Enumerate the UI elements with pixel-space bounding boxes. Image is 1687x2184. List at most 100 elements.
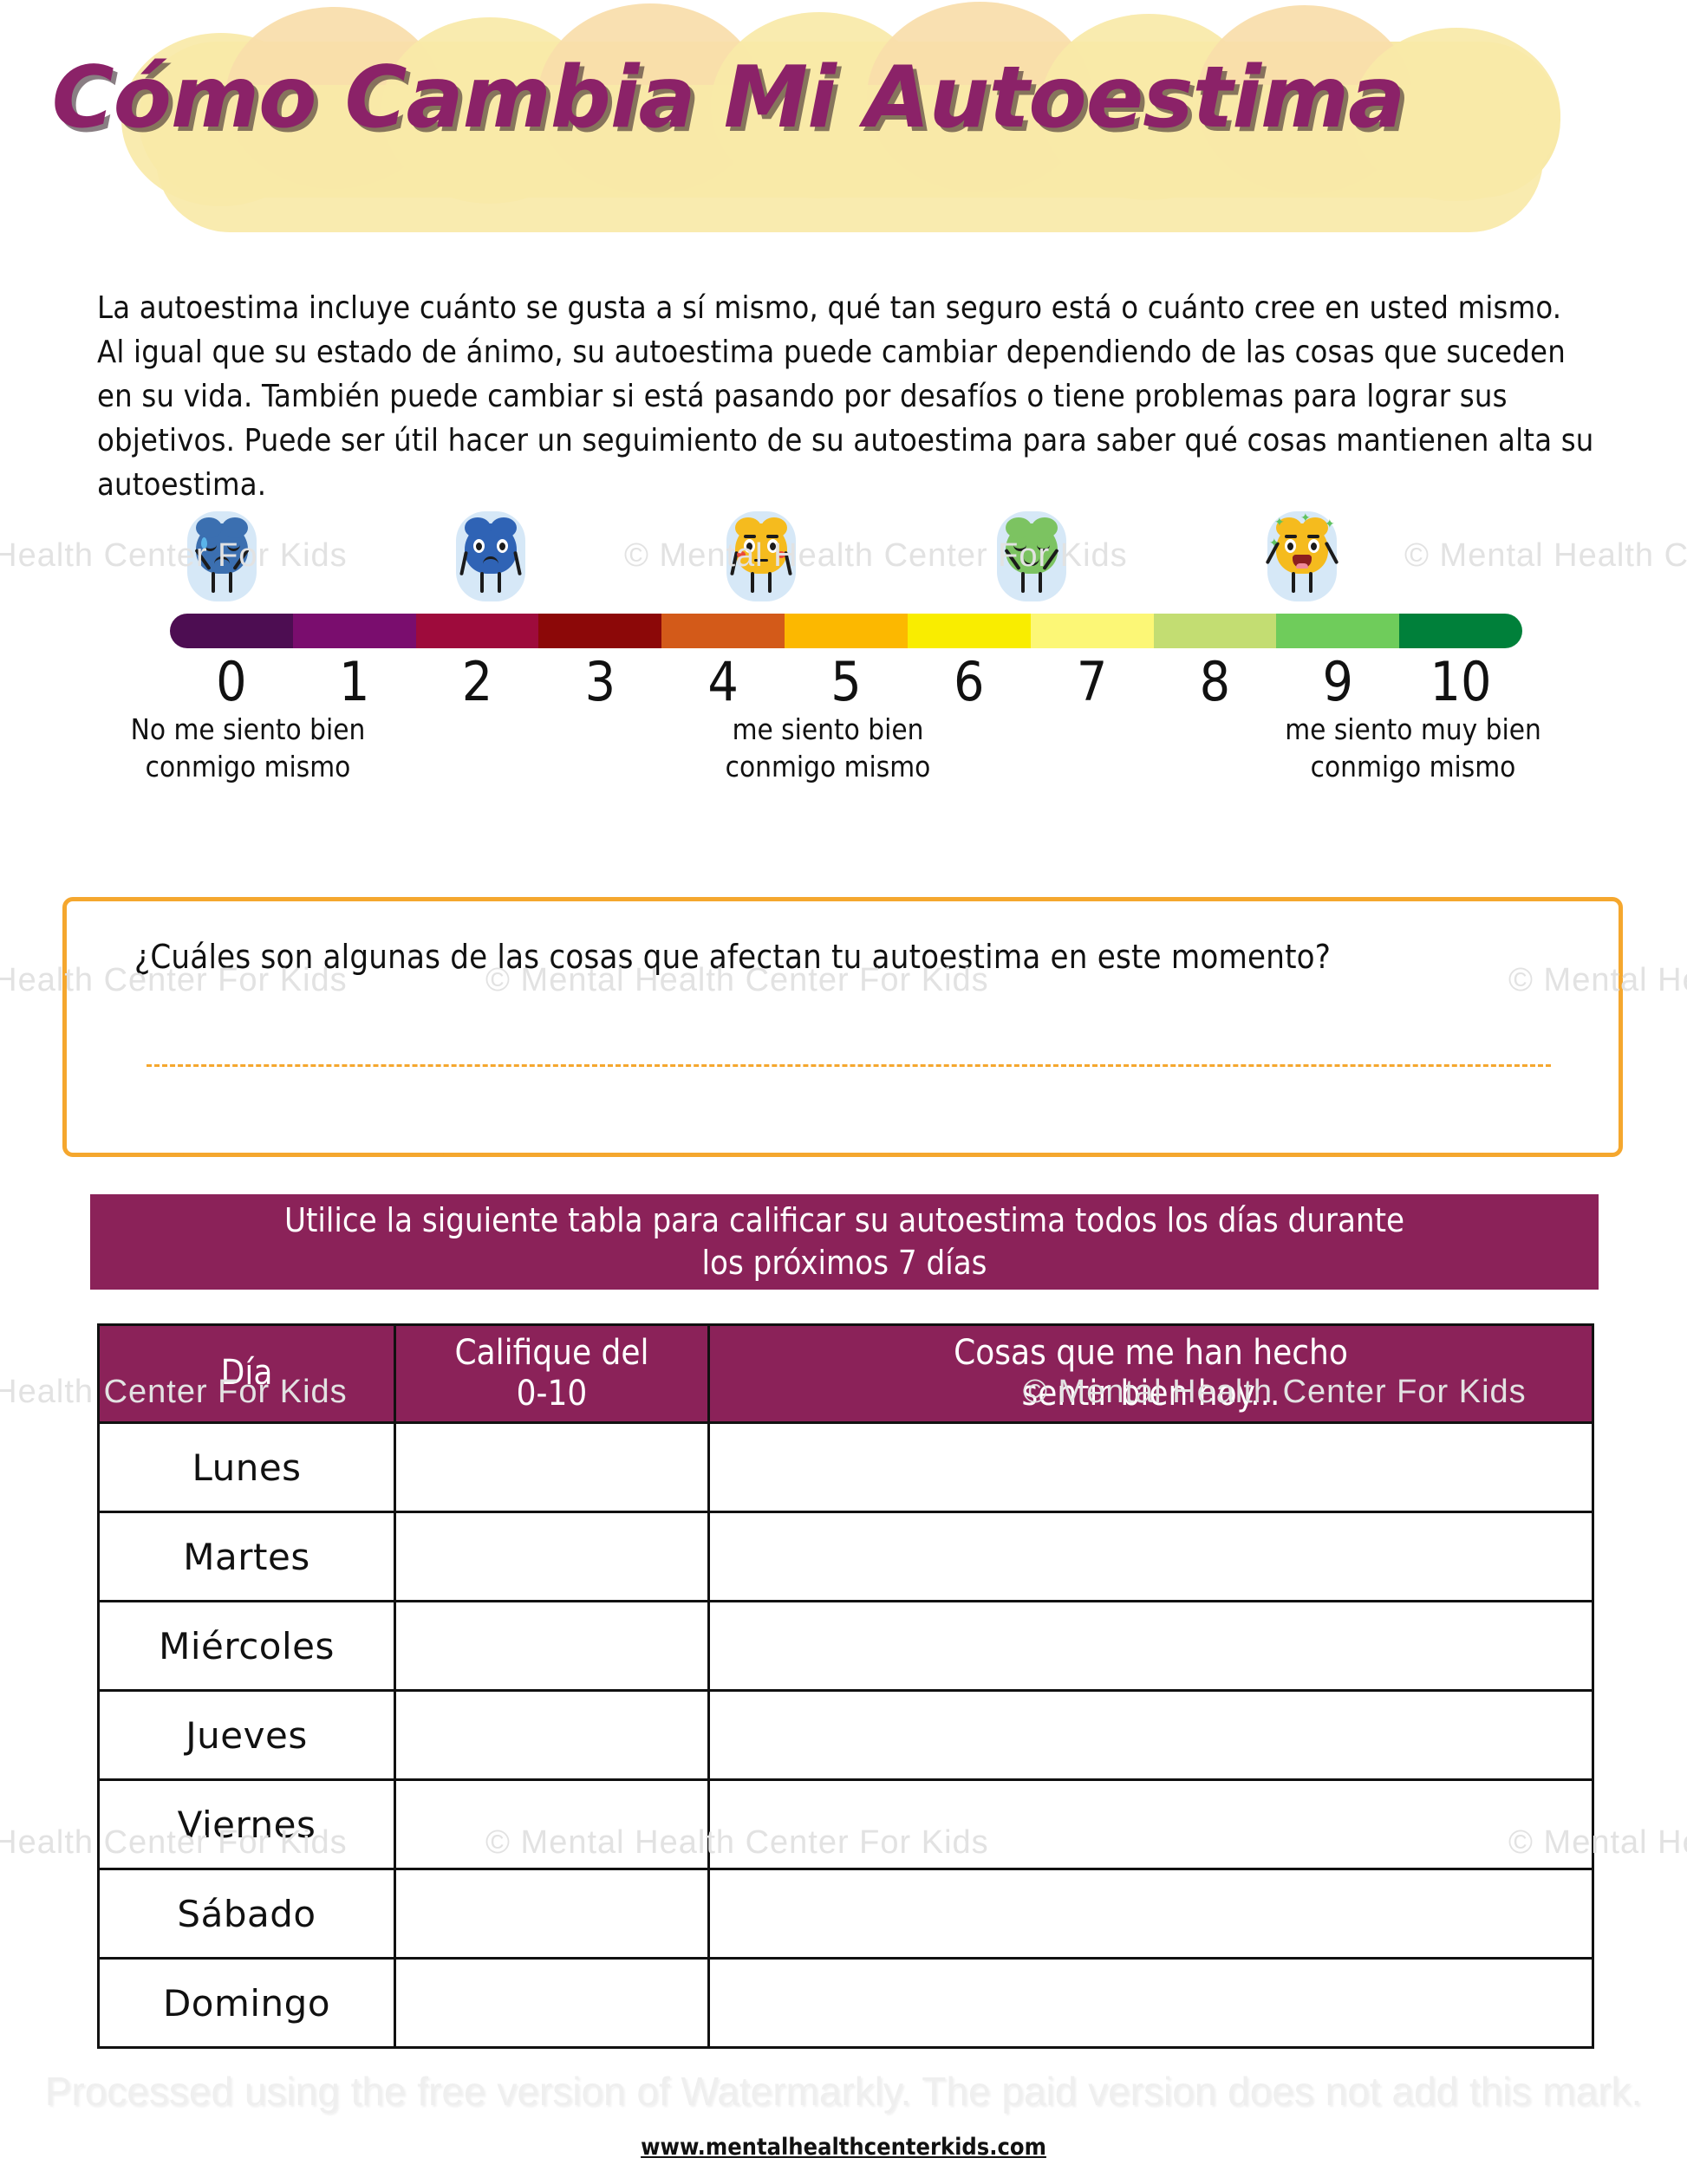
rating-input-cell[interactable] — [394, 1511, 710, 1602]
day-label-cell: Viernes — [97, 1778, 396, 1870]
table-row: Martes — [97, 1511, 1594, 1602]
rating-input-cell[interactable] — [394, 1957, 710, 2049]
leg — [1309, 572, 1312, 593]
sad-brain-face-icon — [439, 511, 543, 608]
day-label-cell: Domingo — [97, 1957, 396, 2049]
self-esteem-scale: ✦ ✦ ✦ ✦ 0 1 2 3 4 5 6 7 8 9 10 No me siento bien c… — [0, 511, 1687, 791]
scale-segment-4[interactable] — [661, 614, 785, 648]
sparkle-icon: ✦ — [1325, 517, 1335, 531]
table-body: Lunes Martes Miércoles Jueves Viernes Sábado D… — [97, 1421, 1594, 2049]
scale-number-1[interactable]: 1 — [338, 650, 370, 713]
eye — [497, 539, 508, 553]
open-smile-mouth — [1293, 555, 1312, 569]
leg — [1021, 572, 1025, 593]
scale-segment-3[interactable] — [538, 614, 662, 648]
neutral-brain-face-icon — [709, 511, 813, 608]
scale-number-4[interactable]: 4 — [707, 650, 739, 713]
closed-eye — [1013, 541, 1026, 551]
scale-number-0[interactable]: 0 — [216, 650, 247, 713]
leg — [480, 572, 484, 593]
scale-segment-2[interactable] — [415, 614, 539, 648]
day-label-cell: Miércoles — [97, 1600, 396, 1692]
day-label-cell: Lunes — [97, 1421, 396, 1513]
rating-input-cell[interactable] — [394, 1868, 710, 1960]
scale-number-9[interactable]: 9 — [1322, 650, 1353, 713]
closed-eye — [1037, 541, 1050, 551]
notes-input-cell[interactable] — [707, 1778, 1594, 1870]
page-header: Cómo Cambia Mi Autoestima — [0, 0, 1687, 260]
leg — [751, 572, 754, 593]
closed-eye — [227, 541, 240, 551]
notes-input-cell[interactable] — [707, 1421, 1594, 1513]
column-header-day: Día — [97, 1323, 396, 1424]
instruction-banner: Utilice la siguiente tabla para califica… — [90, 1194, 1599, 1290]
page-title: Cómo Cambia Mi Autoestima — [51, 49, 1405, 147]
brain-body — [1276, 517, 1328, 574]
self-esteem-gradient-bar[interactable] — [170, 614, 1522, 648]
eyebrow — [744, 535, 756, 538]
notes-input-cell[interactable] — [707, 1689, 1594, 1781]
scale-number-7[interactable]: 7 — [1076, 650, 1108, 713]
leg — [498, 572, 501, 593]
column-header-notes: Cosas que me han hecho sentir bien hoy..… — [707, 1323, 1594, 1424]
frown-mouth — [483, 556, 498, 569]
scale-segment-8[interactable] — [1153, 614, 1277, 648]
brain-body — [735, 517, 787, 574]
footer-website-url[interactable]: www.mentalhealthcenterkids.com — [0, 2134, 1687, 2161]
rating-input-cell[interactable] — [394, 1689, 710, 1781]
scale-number-2[interactable]: 2 — [461, 650, 493, 713]
eye — [1308, 539, 1319, 553]
scale-caption-low: No me siento bien conmigo mismo — [130, 712, 366, 783]
weekly-tracker-table: Día Califique del 0-10 Cosas que me han … — [97, 1323, 1594, 2049]
leg — [229, 572, 232, 593]
answer-write-line[interactable] — [147, 1064, 1551, 1067]
scale-number-6[interactable]: 6 — [954, 650, 985, 713]
eye — [767, 539, 778, 553]
column-header-rating: Califique del 0-10 — [394, 1323, 710, 1424]
scale-segment-7[interactable] — [1030, 614, 1154, 648]
rating-input-cell[interactable] — [394, 1600, 710, 1692]
title-blob-background — [121, 2, 1578, 239]
mood-faces-row: ✦ ✦ ✦ ✦ — [0, 511, 1687, 607]
scale-segment-0[interactable] — [170, 614, 293, 648]
leg — [212, 572, 215, 593]
scale-number-10[interactable]: 10 — [1430, 650, 1492, 713]
scale-segment-9[interactable] — [1276, 614, 1400, 648]
leg — [768, 572, 772, 593]
notes-input-cell[interactable] — [707, 1511, 1594, 1602]
intro-paragraph: La autoestima incluye cuánto se gusta a … — [97, 290, 1594, 504]
eyebrow — [1285, 535, 1297, 538]
rating-input-cell[interactable] — [394, 1421, 710, 1513]
notes-input-cell[interactable] — [707, 1868, 1594, 1960]
table-row: Jueves — [97, 1689, 1594, 1781]
scale-number-3[interactable]: 3 — [584, 650, 616, 713]
scale-segment-6[interactable] — [907, 614, 1031, 648]
table-row: Domingo — [97, 1957, 1594, 2049]
table-header-row: Día Califique del 0-10 Cosas que me han … — [97, 1323, 1594, 1424]
table-row: Viernes — [97, 1778, 1594, 1870]
rating-input-cell[interactable] — [394, 1778, 710, 1870]
leg — [1039, 572, 1042, 593]
sparkle-icon: ✦ — [1274, 516, 1285, 530]
notes-input-cell[interactable] — [707, 1600, 1594, 1692]
scale-segment-10[interactable] — [1399, 614, 1522, 648]
scale-segment-5[interactable] — [785, 614, 908, 648]
scale-number-5[interactable]: 5 — [830, 650, 862, 713]
day-label-cell: Martes — [97, 1511, 396, 1602]
eyebrow — [1307, 535, 1319, 538]
scale-captions: No me siento bien conmigo mismo me sient… — [0, 712, 1687, 791]
answer-write-line[interactable] — [147, 1153, 1551, 1155]
notes-input-cell[interactable] — [707, 1957, 1594, 2049]
blob-puff — [156, 85, 1543, 232]
tear-drop-icon — [201, 537, 207, 549]
scale-number-8[interactable]: 8 — [1199, 650, 1231, 713]
scale-segment-1[interactable] — [292, 614, 416, 648]
scale-numbers-row: 0 1 2 3 4 5 6 7 8 9 10 — [170, 653, 1522, 710]
table-row: Sábado — [97, 1868, 1594, 1960]
day-label-cell: Sábado — [97, 1868, 396, 1960]
flat-mouth — [754, 559, 768, 562]
table-header: Día Califique del 0-10 Cosas que me han … — [97, 1323, 1594, 1424]
footer-url-text[interactable]: www.mentalhealthcenterkids.com — [641, 2134, 1046, 2161]
sparkle-icon: ✦ — [1269, 536, 1280, 550]
crying-sad-brain-face-icon — [170, 511, 274, 608]
